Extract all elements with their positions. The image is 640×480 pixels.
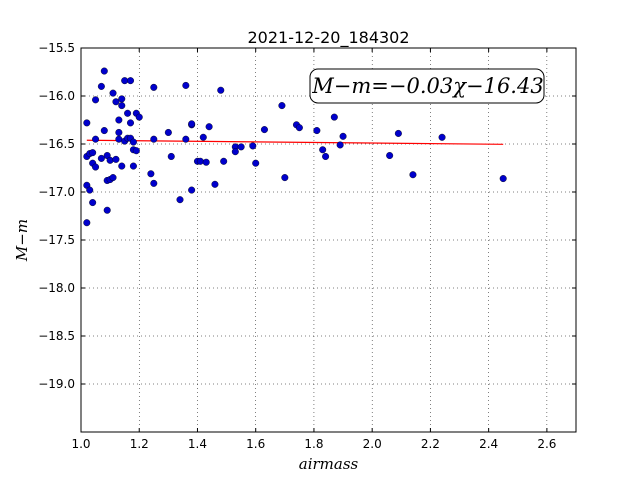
y-tick-label: −18.5 [38,329,75,343]
data-point [129,162,137,170]
data-point [86,186,94,194]
data-point [150,135,158,143]
data-point [249,142,257,150]
data-point [278,102,286,110]
data-point [89,199,97,207]
data-point [211,180,219,188]
fit-equation-box: M−m=−0.03χ−16.43 [309,68,545,104]
data-point [115,128,123,136]
data-point [202,158,210,166]
data-point [132,147,140,155]
data-point [319,146,327,154]
x-tick-label: 1.0 [71,437,90,451]
data-point [115,135,123,143]
data-point [409,171,417,179]
data-point [339,132,347,140]
y-axis-label: M−m [13,219,31,262]
data-points [83,67,507,227]
data-point [109,89,117,97]
data-point [103,206,111,214]
data-point [330,113,338,121]
data-point [281,174,289,182]
data-point [118,95,126,103]
data-point [260,126,268,134]
data-point [135,113,143,121]
data-point [124,109,132,117]
data-point [106,156,114,164]
data-point [109,174,117,182]
data-point [129,138,137,146]
data-point [336,141,344,149]
data-point [188,120,196,128]
data-point [100,67,108,75]
data-point [295,124,303,132]
x-tick-label: 2.0 [363,437,382,451]
data-point [394,129,402,137]
data-point [237,143,245,151]
x-tick-label: 2.6 [537,437,556,451]
data-point [92,96,100,104]
data-point [217,86,225,94]
data-point [121,77,129,85]
data-point [220,157,228,165]
data-point [97,154,105,162]
data-point [115,116,123,124]
data-point [126,77,134,85]
data-point [499,175,507,183]
data-point [112,98,120,106]
y-tick-label: −16.0 [38,89,75,103]
data-point [92,163,100,171]
data-point [182,81,190,89]
axis-ticks: 1.0 1.2 1.4 1.6 1.8 2.0 2.2 2.4 2.6 −15.5 −16.0 −16… [38,41,576,451]
fit-line-group [86,139,504,145]
x-axis-label: airmass [299,455,359,473]
data-point [118,102,126,110]
x-tick-label: 2.4 [479,437,498,451]
x-tick-label: 1.8 [304,437,323,451]
data-point [167,152,175,160]
data-point [322,152,330,160]
data-point [112,155,120,163]
x-tick-label: 1.2 [130,437,149,451]
data-point [188,186,196,194]
data-point [205,123,213,131]
plot-frame [80,47,577,433]
x-tick-label: 1.6 [246,437,265,451]
data-point [89,149,97,157]
grid-lines [80,47,576,432]
data-point [164,128,172,136]
data-point [231,148,239,156]
y-tick-label: −17.5 [38,233,75,247]
x-tick-label: 2.2 [421,437,440,451]
chart-title: 2021-12-20_184302 [247,28,409,48]
data-point [83,119,91,127]
y-tick-label: −17.0 [38,185,75,199]
y-tick-label: −19.0 [38,377,75,391]
data-point [313,127,321,135]
fit-equation-frame [309,68,545,104]
fit-line [86,139,504,145]
data-point [386,152,394,160]
data-point [182,135,190,143]
y-tick-label: −15.5 [38,41,75,55]
data-point [92,135,100,143]
data-point [147,170,155,178]
data-point [199,133,207,141]
data-point [176,196,184,204]
x-tick-label: 1.4 [188,437,207,451]
fit-equation-text: M−m=−0.03χ−16.43 [311,74,543,98]
y-tick-label: −18.0 [38,281,75,295]
data-point [118,162,126,170]
data-point [83,219,91,227]
data-point [438,133,446,141]
data-point [100,127,108,135]
y-tick-label: −16.5 [38,137,75,151]
data-point [150,179,158,187]
data-point [126,119,134,127]
data-point [150,83,158,91]
data-point [252,159,260,167]
data-point [196,157,204,165]
data-point [97,82,105,90]
